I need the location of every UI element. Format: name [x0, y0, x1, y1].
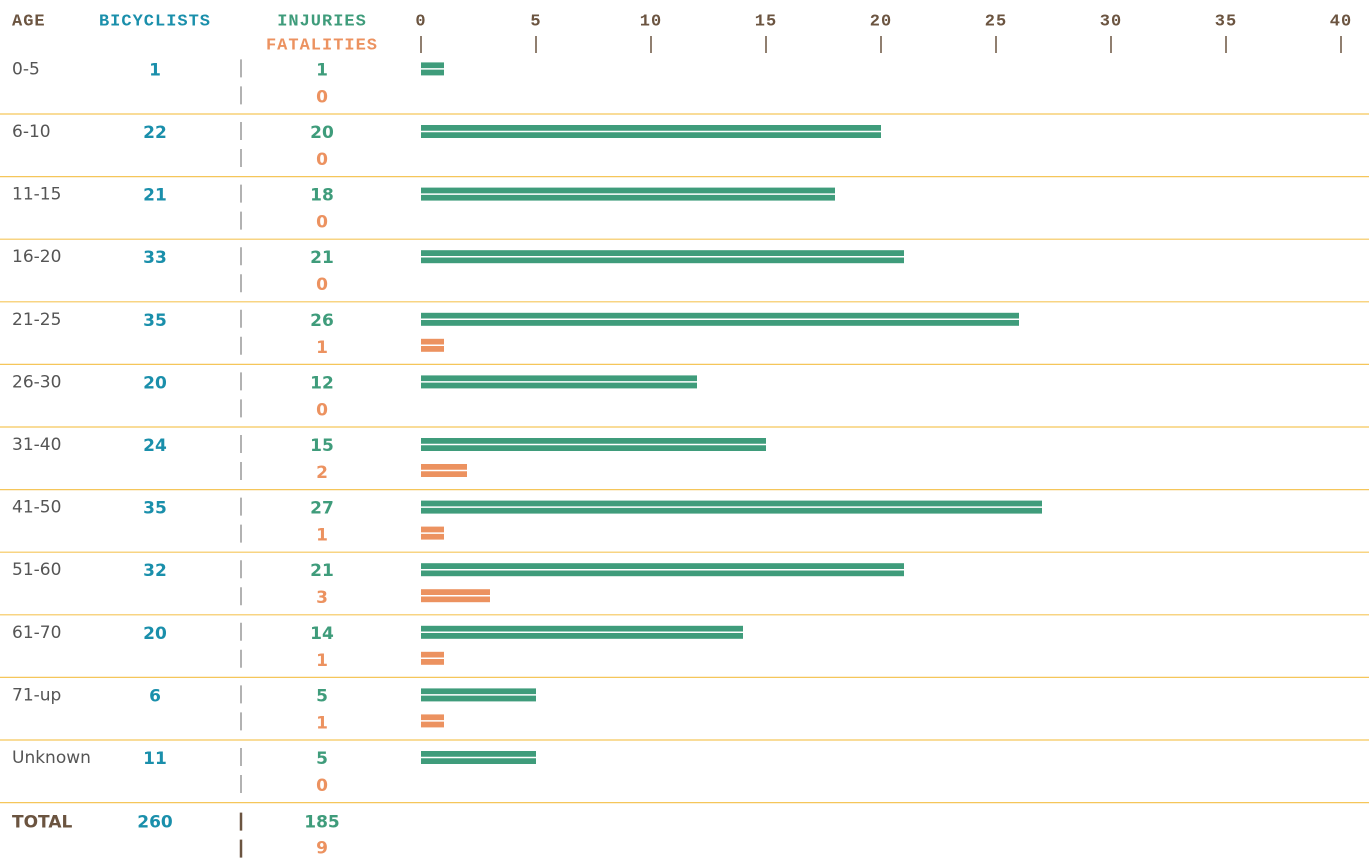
bicyclists-value: 32: [143, 561, 167, 581]
age-label: 41-50: [12, 498, 61, 518]
total-injuries: 185: [304, 813, 340, 833]
bicyclists-value: 33: [143, 248, 167, 268]
age-label: Unknown: [12, 748, 91, 768]
fatalities-value: 1: [316, 338, 328, 358]
age-label: 6-10: [12, 122, 51, 142]
total-bicyclists: 260: [137, 813, 173, 833]
injuries-value: 21: [310, 248, 334, 268]
bicyclists-header: BICYCLISTS: [99, 12, 211, 31]
bicyclists-value: 20: [143, 373, 167, 393]
x-tick-label: 0: [415, 12, 426, 31]
bicyclists-value: 22: [143, 123, 167, 143]
injuries-value: 26: [310, 311, 334, 331]
injuries-value: 1: [316, 60, 328, 80]
bicyclists-value: 11: [143, 749, 167, 769]
x-tick-label: 35: [1215, 12, 1237, 31]
age-label: 21-25: [12, 310, 61, 330]
fatalities-value: 1: [316, 526, 328, 546]
injuries-value: 18: [310, 186, 334, 206]
age-label: 71-up: [12, 685, 61, 705]
injuries-value: 12: [310, 373, 334, 393]
injuries-value: 21: [310, 561, 334, 581]
bicyclists-value: 1: [149, 60, 161, 80]
injuries-header: INJURIES: [277, 12, 367, 31]
age-label: 0-5: [12, 59, 40, 79]
x-tick-label: 40: [1330, 12, 1352, 31]
x-tick-label: 10: [640, 12, 662, 31]
fatalities-header: FATALITIES: [266, 36, 378, 55]
bicyclists-value: 35: [143, 499, 167, 519]
bicyclists-value: 6: [149, 686, 161, 706]
bicyclists-value: 35: [143, 311, 167, 331]
bicyclists-value: 21: [143, 186, 167, 206]
injuries-value: 15: [310, 436, 334, 456]
fatalities-value: 3: [316, 588, 328, 608]
fatalities-value: 2: [316, 463, 328, 483]
x-tick-label: 20: [870, 12, 892, 31]
fatalities-value: 0: [316, 275, 328, 295]
bicyclists-value: 20: [143, 624, 167, 644]
fatalities-value: 0: [316, 400, 328, 420]
age-label: 11-15: [12, 185, 61, 205]
injuries-value: 20: [310, 123, 334, 143]
age-label: 16-20: [12, 247, 61, 267]
total-label: TOTAL: [12, 813, 72, 833]
age-label: 51-60: [12, 560, 61, 580]
age-label: 31-40: [12, 435, 61, 455]
injuries-value: 14: [310, 624, 334, 644]
total-fatalities: 9: [316, 839, 328, 859]
age-label: 61-70: [12, 623, 61, 643]
age-header: AGE: [12, 12, 46, 31]
fatalities-value: 1: [316, 713, 328, 733]
bicyclists-value: 24: [143, 436, 167, 456]
injuries-value: 5: [316, 749, 328, 769]
injuries-value: 27: [310, 499, 334, 519]
fatalities-value: 0: [316, 776, 328, 796]
fatalities-value: 0: [316, 213, 328, 233]
x-tick-label: 25: [985, 12, 1007, 31]
age-label: 26-30: [12, 372, 61, 392]
fatalities-value: 0: [316, 87, 328, 107]
x-tick-label: 30: [1100, 12, 1122, 31]
fatalities-value: 1: [316, 651, 328, 671]
x-tick-label: 5: [530, 12, 541, 31]
fatalities-value: 0: [316, 150, 328, 170]
injuries-value: 5: [316, 686, 328, 706]
x-tick-label: 15: [755, 12, 777, 31]
